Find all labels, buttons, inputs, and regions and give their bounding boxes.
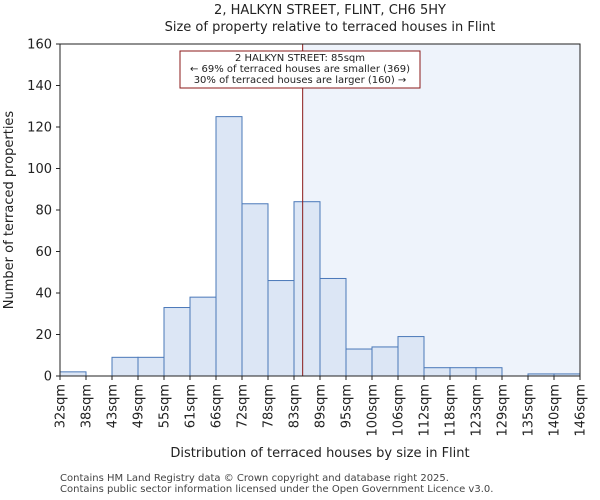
x-axis-label: Distribution of terraced houses by size … [170, 446, 469, 461]
x-tick-label: 129sqm [496, 384, 511, 437]
bar-72sqm [241, 203, 269, 377]
bar-89sqm [319, 277, 347, 377]
x-tick-label: 32sqm [54, 384, 69, 428]
y-tick-label: 160 [27, 38, 52, 53]
bar-95sqm [345, 348, 373, 377]
bar-106sqm [397, 336, 425, 377]
x-tick-label: 49sqm [132, 384, 147, 428]
footer-attribution-1: Contains HM Land Registry data © Crown c… [60, 473, 449, 484]
y-tick-label: 20 [35, 328, 52, 343]
bar-66sqm [215, 116, 243, 377]
x-axis: 32sqm 38sqm 43sqm 49sqm 55sqm 61sqm 66sqm 72sqm… [54, 376, 589, 437]
annotation-line-1: 2 HALKYN STREET: 85sqm [235, 53, 365, 64]
x-tick-label: 106sqm [392, 384, 407, 437]
x-tick-label: 140sqm [548, 384, 563, 437]
x-tick-label: 100sqm [366, 384, 381, 437]
y-axis: 0 20 40 60 80 100 120 140 160 [27, 38, 60, 385]
y-tick-label: 0 [44, 370, 52, 385]
bar-55sqm [163, 307, 191, 377]
bar-78sqm [267, 280, 295, 377]
x-tick-label: 112sqm [418, 384, 433, 437]
x-tick-label: 146sqm [574, 384, 589, 437]
footer-attribution-2: Contains public sector information licen… [60, 484, 494, 495]
x-tick-label: 43sqm [106, 384, 121, 428]
bar-43sqm [111, 356, 139, 377]
chart-subtitle: Size of property relative to terraced ho… [165, 20, 496, 35]
y-axis-label: Number of terraced properties [2, 111, 17, 310]
bar-112sqm [423, 367, 451, 377]
y-tick-label: 60 [35, 245, 52, 260]
annotation-box: 2 HALKYN STREET: 85sqm ← 69% of terraced… [179, 50, 421, 89]
bar-61sqm [189, 296, 217, 377]
bar-83sqm [293, 201, 321, 377]
highlight-region [302, 44, 580, 376]
x-tick-label: 66sqm [210, 384, 225, 428]
bar-118sqm [449, 367, 477, 377]
x-tick-label: 61sqm [184, 384, 199, 428]
bar-100sqm [371, 346, 399, 377]
y-tick-label: 120 [27, 121, 52, 136]
bar-123sqm [475, 367, 503, 377]
y-tick-label: 140 [27, 79, 52, 94]
x-tick-label: 78sqm [262, 384, 277, 428]
chart-title: 2, HALKYN STREET, FLINT, CH6 5HY [214, 3, 446, 18]
y-tick-label: 40 [35, 287, 52, 302]
x-tick-label: 38sqm [80, 384, 95, 428]
x-tick-label: 123sqm [470, 384, 485, 437]
x-tick-label: 55sqm [158, 384, 173, 428]
bar-32sqm [59, 371, 87, 377]
x-tick-label: 72sqm [236, 384, 251, 428]
bars-group [59, 116, 581, 377]
x-tick-label: 83sqm [288, 384, 303, 428]
x-tick-label: 118sqm [444, 384, 459, 437]
x-tick-label: 95sqm [340, 384, 355, 428]
x-tick-label: 89sqm [314, 384, 329, 428]
y-tick-label: 100 [27, 162, 52, 177]
annotation-line-2: ← 69% of terraced houses are smaller (36… [190, 64, 410, 75]
bar-49sqm [137, 356, 165, 377]
annotation-frame [179, 50, 421, 89]
x-tick-label: 135sqm [522, 384, 537, 437]
y-tick-label: 80 [35, 204, 52, 219]
annotation-line-3: 30% of terraced houses are larger (160) … [194, 75, 407, 86]
